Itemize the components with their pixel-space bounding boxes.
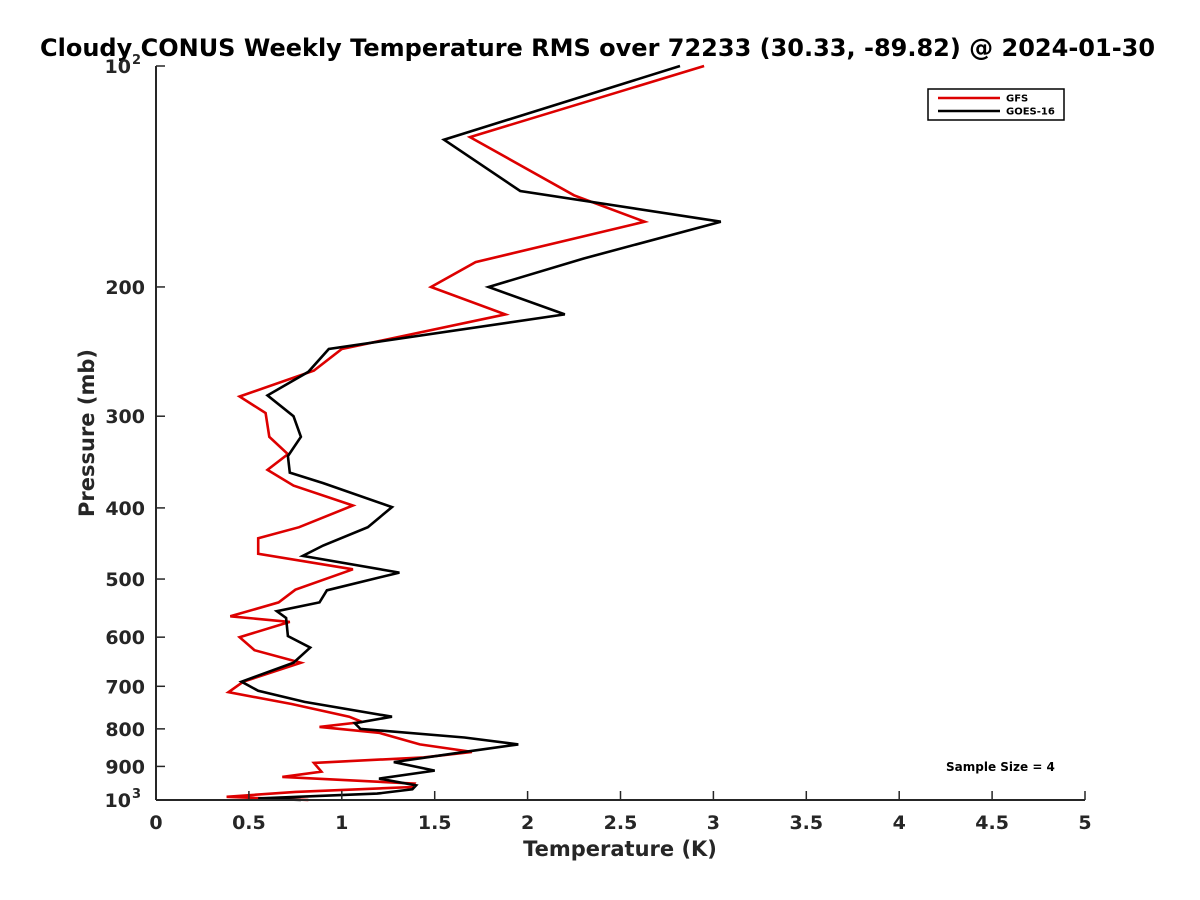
legend-label: GFS (1006, 94, 1028, 105)
y-tick-label: 400 (105, 498, 145, 520)
series-layer (225, 64, 722, 802)
legend: GFS GOES-16 (927, 88, 1065, 121)
x-tick-label: 3.5 (789, 812, 823, 834)
y-tick-label: 500 (105, 569, 145, 591)
plot-area (156, 66, 1085, 800)
y-axis-label: Pressure (mb) (75, 349, 99, 517)
y-tick-label-base: 10 (105, 56, 131, 78)
x-tick-label: 3 (707, 812, 720, 834)
legend-box (927, 88, 1065, 121)
x-tick-label: 1.5 (418, 812, 452, 834)
x-tick-label: 4.5 (975, 812, 1009, 834)
x-tick-label: 0 (149, 812, 162, 834)
y-tick-label: 200 (105, 277, 145, 299)
y-tick-label: 800 (105, 719, 145, 741)
x-tick-label: 2.5 (604, 812, 638, 834)
y-tick-label-base: 10 (105, 790, 131, 812)
y-tick-label-exponent: 2 (132, 53, 141, 68)
chart-title: Cloudy CONUS Weekly Temperature RMS over… (40, 34, 1155, 62)
y-tick-label: 900 (105, 756, 145, 778)
y-tick-label: 700 (105, 676, 145, 698)
x-tick-label: 2 (521, 812, 534, 834)
series-line-goes-16 (238, 64, 722, 802)
sample-size-annotation: Sample Size = 4 (946, 760, 1055, 774)
x-tick-label: 5 (1078, 812, 1091, 834)
legend-items: GFS GOES-16 (938, 94, 1055, 118)
series-line-gfs (225, 64, 705, 802)
x-axis-label: Temperature (K) (523, 837, 717, 861)
y-tick-label: 600 (105, 627, 145, 649)
legend-label: GOES-16 (1006, 107, 1055, 118)
y-tick-label-exponent: 3 (132, 787, 141, 802)
x-ticks: 0 0.5 1 1.5 2 2.5 3 3.5 4 4.5 5 (149, 791, 1092, 834)
x-tick-label: 1 (335, 812, 348, 834)
y-tick-label: 300 (105, 406, 145, 428)
x-tick-label: 0.5 (232, 812, 266, 834)
x-tick-label: 4 (893, 812, 906, 834)
